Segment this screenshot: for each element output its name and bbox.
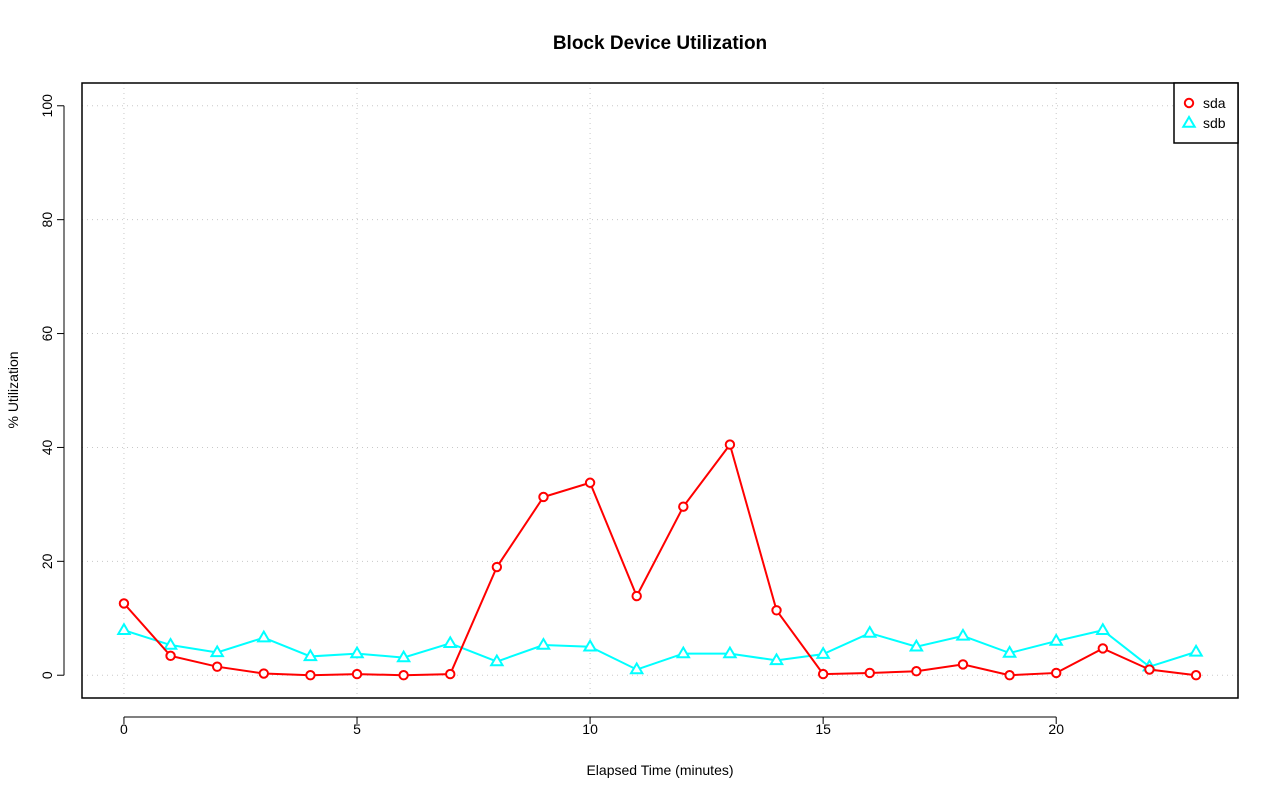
data-point-sda xyxy=(771,605,782,616)
data-point-sdb xyxy=(675,645,691,659)
data-point-sdb xyxy=(955,627,971,641)
data-point-sdb xyxy=(256,629,272,643)
data-point-sda xyxy=(911,666,922,677)
legend-label-sdb: sdb xyxy=(1203,115,1226,131)
data-point-sda xyxy=(398,670,409,681)
series-line-sda xyxy=(123,442,1197,677)
series-sda xyxy=(118,439,1202,681)
y-tick-label: 80 xyxy=(39,212,55,228)
data-point-sdb xyxy=(536,637,551,650)
y-tick-label: 0 xyxy=(39,671,55,679)
legend-marker-sda xyxy=(1183,97,1195,109)
data-point-sda xyxy=(724,439,736,450)
data-point-sdb xyxy=(908,638,924,652)
grid xyxy=(82,83,1238,698)
data-point-sda xyxy=(1097,643,1109,654)
x-tick-label: 10 xyxy=(582,721,598,737)
data-point-sdb xyxy=(582,638,598,652)
data-point-sda xyxy=(211,661,223,672)
data-point-sdb xyxy=(815,646,831,659)
y-axis-label: % Utilization xyxy=(5,351,21,428)
x-axis-label: Elapsed Time (minutes) xyxy=(586,762,733,778)
data-point-sdb xyxy=(116,622,132,635)
legend-item-sda: sda xyxy=(1183,95,1226,111)
data-point-sdb xyxy=(1048,633,1064,646)
data-point-sdb xyxy=(862,625,878,638)
data-point-sdb xyxy=(1002,645,1018,658)
data-point-sda xyxy=(118,598,130,609)
data-point-sda xyxy=(1190,670,1202,681)
series-sdb xyxy=(116,622,1204,675)
series-layer xyxy=(116,439,1204,681)
data-point-sda xyxy=(445,668,456,680)
y-tick-label: 60 xyxy=(39,326,55,342)
y-tick-label: 100 xyxy=(39,94,55,118)
data-point-sda xyxy=(165,650,176,662)
data-point-sda xyxy=(1144,664,1155,675)
legend-item-sdb: sdb xyxy=(1181,115,1226,131)
data-point-sdb xyxy=(209,644,225,658)
data-point-sda xyxy=(957,659,969,670)
x-tick-label: 5 xyxy=(353,721,361,737)
y-tick-label: 20 xyxy=(39,553,55,569)
data-point-sda xyxy=(258,668,269,679)
data-point-sda xyxy=(491,561,503,573)
data-point-sdb xyxy=(396,649,412,663)
data-point-sdb xyxy=(1188,643,1204,657)
y-tick-label: 40 xyxy=(39,439,55,455)
axes: 0 5 10 15 20 0 20 40 60 80 100 xyxy=(39,82,1239,737)
data-point-sda xyxy=(1004,670,1015,681)
data-point-sdb xyxy=(1095,622,1111,635)
data-point-sdb xyxy=(163,637,179,650)
data-point-sda xyxy=(817,668,829,680)
data-point-sdb xyxy=(769,652,784,666)
data-point-sda xyxy=(351,668,363,680)
data-point-sdb xyxy=(722,645,738,659)
data-point-sdb xyxy=(489,653,505,667)
data-point-sda xyxy=(631,590,642,602)
data-point-sda xyxy=(864,667,875,679)
data-point-sda xyxy=(538,491,549,503)
data-point-sda xyxy=(1051,667,1062,679)
x-tick-label: 15 xyxy=(815,721,831,737)
legend-marker-sdb xyxy=(1181,115,1197,128)
series-line-sdb xyxy=(123,629,1197,671)
plot-frame xyxy=(81,82,1239,699)
data-point-sdb xyxy=(302,648,318,662)
data-point-sdb xyxy=(349,645,365,659)
x-tick-label: 0 xyxy=(120,721,128,737)
x-tick-label: 20 xyxy=(1048,721,1064,737)
legend: sda sdb xyxy=(1173,82,1239,144)
legend-box xyxy=(1173,82,1239,144)
legend-label-sda: sda xyxy=(1203,95,1226,111)
chart-title: Block Device Utilization xyxy=(553,33,767,54)
data-point-sda xyxy=(305,670,316,681)
data-point-sdb xyxy=(629,661,645,675)
data-point-sda xyxy=(584,477,596,488)
data-point-sda xyxy=(678,501,689,512)
data-point-sdb xyxy=(442,635,458,649)
